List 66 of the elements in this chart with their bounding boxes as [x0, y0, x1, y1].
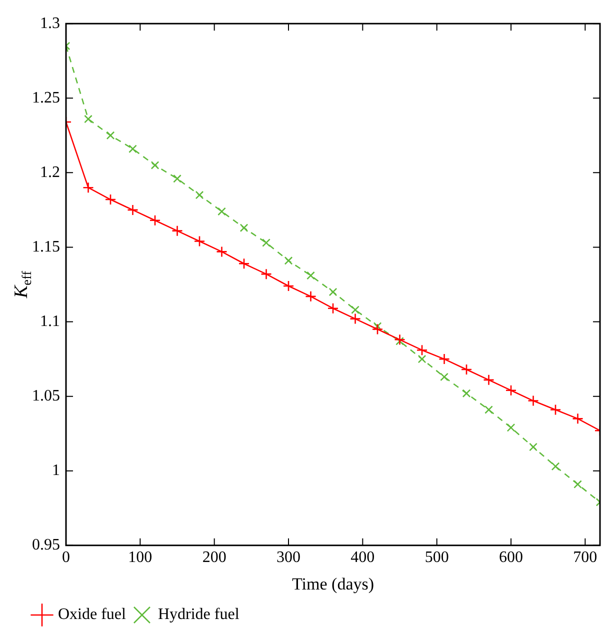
- point: [149, 214, 161, 226]
- point: [351, 306, 360, 314]
- y-tick-label: 1.3: [40, 14, 60, 32]
- point: [262, 238, 270, 247]
- x-tick-label: 700: [573, 549, 598, 566]
- point: [572, 413, 584, 424]
- x-tick-label: 300: [276, 549, 300, 566]
- point: [195, 190, 204, 200]
- x-tick-label: 200: [202, 549, 226, 566]
- point: [462, 389, 471, 398]
- y-tick-label: 1.05: [32, 388, 60, 405]
- point: [528, 395, 539, 406]
- point: [418, 354, 426, 364]
- point: [305, 290, 316, 302]
- point: [350, 313, 361, 324]
- point: [550, 404, 562, 416]
- legend-label: Oxide fuel: [58, 606, 127, 624]
- point: [82, 182, 94, 194]
- point: [438, 353, 450, 365]
- y-tick-label: 1.1: [40, 312, 60, 330]
- point: [218, 207, 226, 216]
- point: [460, 364, 472, 376]
- x-tick-label: 400: [350, 549, 375, 566]
- legend-label: Hydride fuel: [158, 606, 240, 624]
- point: [505, 384, 517, 396]
- point: [551, 462, 560, 471]
- y-axis-title: Keff: [11, 270, 34, 300]
- point: [328, 288, 338, 296]
- y-tick-label: 0.95: [32, 536, 60, 554]
- point: [128, 144, 137, 154]
- point: [373, 322, 382, 330]
- point: [416, 344, 428, 356]
- point: [327, 302, 339, 314]
- y-tick-label: 1.25: [32, 89, 60, 106]
- x-axis-title: Time (days): [292, 574, 374, 594]
- point: [104, 194, 116, 206]
- point: [238, 258, 250, 270]
- point: [529, 442, 538, 452]
- point: [282, 280, 294, 292]
- point: [260, 268, 272, 280]
- y-tick-label: 1.15: [32, 238, 60, 256]
- point: [127, 204, 138, 216]
- point: [172, 225, 183, 236]
- x-tick-label: 100: [128, 549, 152, 566]
- y-tick-label: 1: [52, 462, 60, 480]
- point: [240, 224, 248, 232]
- x-tick-label: 500: [424, 549, 449, 566]
- point: [106, 131, 115, 140]
- point: [394, 334, 406, 346]
- point: [574, 480, 582, 488]
- point: [372, 324, 384, 335]
- point: [396, 336, 404, 346]
- point: [483, 374, 494, 386]
- y-tick-label: 1.2: [40, 164, 60, 181]
- point: [173, 174, 182, 183]
- x-tick-label: 600: [499, 549, 523, 566]
- point: [216, 246, 228, 258]
- x-tick-label: 0: [62, 549, 70, 566]
- point: [440, 372, 448, 382]
- point: [506, 423, 516, 432]
- point: [84, 114, 92, 124]
- point: [484, 406, 493, 414]
- point: [306, 271, 315, 280]
- point: [194, 236, 206, 247]
- point: [284, 256, 293, 265]
- point: [150, 161, 160, 170]
